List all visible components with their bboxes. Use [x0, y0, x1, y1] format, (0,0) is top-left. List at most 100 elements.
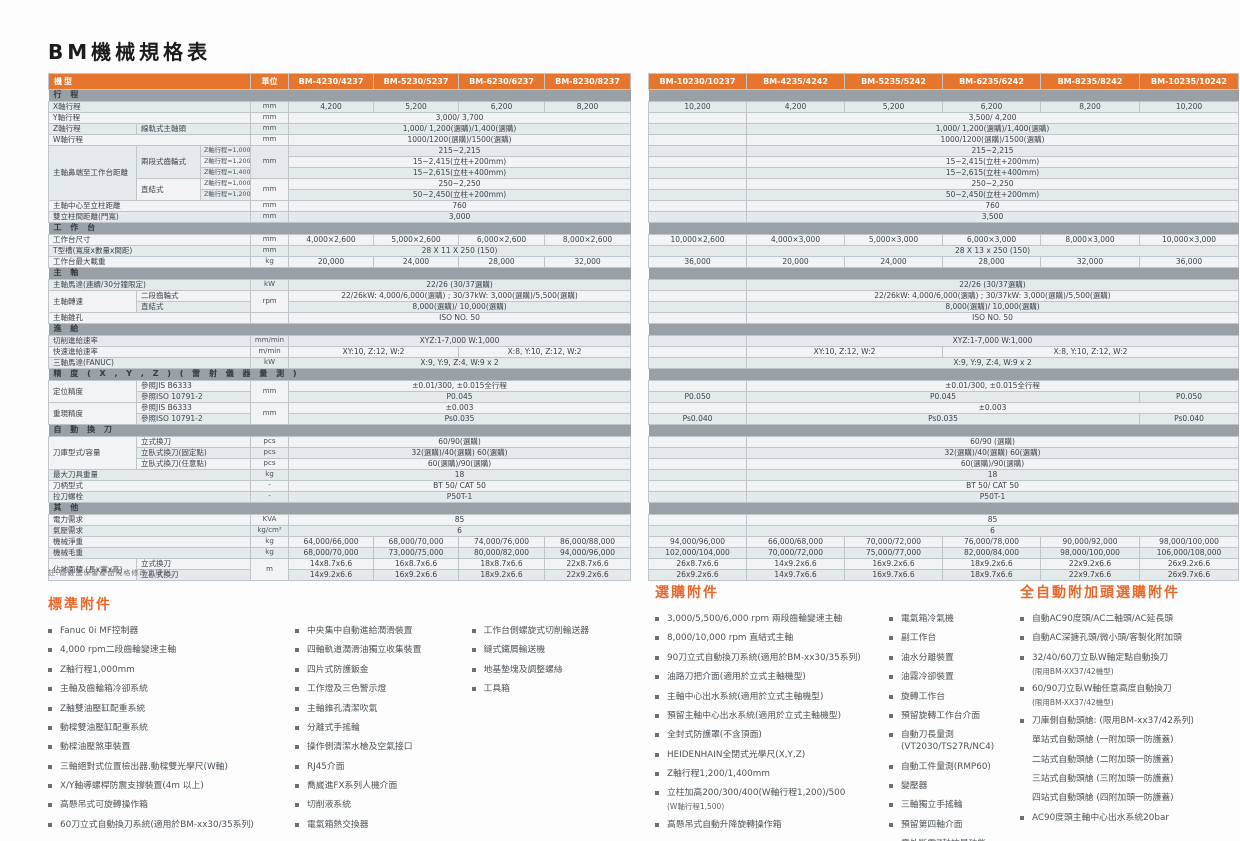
- spec-cell: X:9, Y:9, Z:4, W:9 x 2: [288, 357, 632, 369]
- spec-row: P0.050 P0.045 P0.050: [648, 391, 1239, 403]
- accessory-item-label: 切削液系統: [307, 800, 351, 811]
- spec-cell: 8,000×2,600: [544, 234, 632, 246]
- spec-cell: 60(選購)/90(選購): [288, 458, 632, 470]
- spec-row: 50~2,450(立柱+200mm): [648, 189, 1239, 201]
- spec-cell: [648, 491, 747, 503]
- spec-cell: kg: [250, 256, 290, 268]
- accessory-item: 自動刀長量測(VT2030/TS27R/NC4): [889, 730, 1017, 754]
- spec-cell: 3,000/ 3,700: [288, 112, 632, 124]
- accessory-item: 預留主軸中心出水系統(適用於立式主軸機型): [655, 711, 877, 723]
- spec-cell: 16x8.7x6.6: [373, 558, 460, 570]
- accessory-item-label: 鏈式鐵屑輸送機: [483, 645, 546, 656]
- section-label: [648, 323, 1239, 336]
- standard-accessories-columns: Fanuc 0i MF控制器 4,000 rpm二段齒輪變速主軸 Z軸行程1,000…: [48, 626, 636, 839]
- accessory-item-label: Z軸雙油壓缸配重系統: [60, 703, 146, 714]
- accessory-item: 四軸軌道潤滑油獨立收集裝置: [295, 645, 458, 657]
- spec-cell: 22/26kW: 4,000/6,000(選購) ; 30/37kW: 3,00…: [288, 290, 632, 302]
- spec-cell: 10,000×3,000: [1139, 234, 1239, 246]
- standard-accessories-col-1: Fanuc 0i MF控制器 4,000 rpm二段齒輪變速主軸 Z軸行程1,000…: [48, 626, 281, 839]
- spec-cell: mm: [250, 112, 290, 124]
- spec-row: 32(選購)/40(選購) 60(選購): [648, 447, 1239, 459]
- bullet-square-icon: [48, 803, 52, 808]
- spec-cell: 主軸錐孔: [47, 312, 252, 324]
- accessory-item: HEIDENHAIN全閉式光學尺(X,Y,Z): [655, 750, 877, 762]
- spec-row: 機械毛重 kg 68,000/70,000 73,000/75,000 80,000/8…: [47, 547, 632, 559]
- spec-cell: 94,000/96,000: [544, 547, 632, 559]
- bullet-square-icon: [655, 655, 659, 660]
- spec-row: T型槽(寬度x數量x間距) mm 28 X 11 X 250 (150): [47, 245, 632, 257]
- spec-row: 22/26 (30/37選購): [648, 279, 1239, 291]
- optional-accessories-columns: 3,000/5,500/6,000 rpm 兩段齒輪變速主軸 8,000/10,0…: [655, 614, 1017, 841]
- spec-cell: 85: [746, 514, 1239, 526]
- spec-cell: mm: [250, 178, 290, 201]
- spec-cell: 16x9.2x6.6: [373, 569, 460, 581]
- spec-row: XY:10, Z:12, W:2 X:8, Y:10, Z:12, W:2: [648, 346, 1239, 358]
- spec-cell: mm/min: [250, 335, 290, 347]
- bullet-square-icon: [655, 791, 659, 796]
- spec-cell: 最大刀具重量: [47, 469, 252, 481]
- accessory-item: 工作燈及三色警示燈: [295, 684, 458, 696]
- page-title: BM機械規格表: [48, 40, 212, 64]
- bullet-square-icon: [889, 713, 893, 718]
- accessory-item-label: 8,000/10,000 rpm 直結式主軸: [667, 633, 794, 644]
- spec-cell: [648, 123, 747, 135]
- spec-cell: 1,000/ 1,200(選購)/1,400(選購): [288, 123, 632, 135]
- spec-cell: P50T-1: [746, 491, 1239, 503]
- spec-cell: 快速進給速率: [47, 346, 252, 358]
- accessory-item: Fanuc 0i MF控制器: [48, 626, 281, 638]
- spec-cell: mm: [250, 234, 290, 246]
- spec-row: 主軸鼻端至工作台距離 兩段式齒輪式 Z軸行程=1,000 mm 215~2,215: [48, 145, 632, 201]
- model-header-cell: BM-5230/5237: [373, 73, 460, 90]
- spec-cell: ±0.003: [746, 402, 1239, 414]
- model-header-cell: BM-8235/8242: [1040, 73, 1140, 90]
- section-row: 精 度 ( X , Y , Z ) ( 雷 射 儀 器 量 測 ): [48, 368, 631, 381]
- spec-row: 佔地面積 (長x寬x高) 立式換刀 m 14x8.7x6.6 16x8.7x6.6 18x…: [48, 558, 632, 581]
- spec-cell: 22x9.2x6.6: [1040, 558, 1140, 570]
- spec-cell: [648, 335, 747, 347]
- spec-cell: 106,000/108,000: [1139, 547, 1239, 559]
- spec-cell: 32(選購)/40(選購) 60(選購): [746, 447, 1239, 459]
- accessory-item: 自動AC深搪孔頭/微小頭/客製化附加頭: [1020, 633, 1238, 645]
- spec-cell: 三軸馬達(FANUC): [47, 357, 252, 369]
- spec-cell: 75,000/77,000: [844, 547, 943, 559]
- spec-cell: [648, 156, 747, 168]
- spec-cell: 66,000/68,000: [746, 536, 845, 548]
- standard-accessories-title: 標準附件: [48, 597, 112, 613]
- spec-cell: 二段齒輪式: [135, 290, 252, 302]
- spec-cell: 85: [288, 514, 632, 526]
- bullet-square-icon: [1020, 636, 1024, 641]
- section-row: [648, 424, 1239, 437]
- accessory-item-label: 三軸獨立手搖輪: [901, 800, 963, 811]
- spec-cell: 定位精度: [48, 380, 137, 403]
- spec-cell: mm: [250, 380, 290, 403]
- accessory-item-label: 32/40/60刀立臥W軸定點自動換刀: [1032, 652, 1169, 663]
- bullet-square-icon: [889, 636, 893, 641]
- spec-cell: 切削進給速率: [47, 335, 252, 347]
- bullet-square-icon: [889, 694, 893, 699]
- spec-cell: [648, 301, 747, 313]
- accessory-item: 動樑雙油壓缸配重系統: [48, 723, 281, 735]
- accessory-item: 預留旋轉工作台介面: [889, 711, 1017, 723]
- spec-cell: [648, 112, 747, 124]
- section-label: 自 動 換 刀: [48, 424, 631, 437]
- section-row: 其 他: [48, 502, 631, 515]
- spec-row: ±0.003: [648, 402, 1239, 414]
- accessory-item-label: 電氣箱熱交換器: [307, 819, 369, 830]
- spec-cell: kW: [250, 357, 290, 369]
- spec-cell: 24,000: [373, 256, 460, 268]
- accessory-item: 工作台側螺旋式切削輸送器: [471, 626, 636, 638]
- spec-cell: 主軸轉速: [48, 290, 137, 313]
- spec-cell: 68,000/70,000: [373, 536, 460, 548]
- spec-row: 切削進給速率 mm/min XYZ:1-7,000 W:1,000: [47, 335, 632, 347]
- spec-row: 重現精度 參照JIS B6333 mm ±0.003: [48, 402, 632, 425]
- bullet-square-icon: [48, 648, 52, 653]
- spec-cell: 6: [746, 525, 1239, 537]
- spec-cell: 14x9.2x6.6: [288, 569, 375, 581]
- accessory-item: 三軸絕對式位置檢出器,動樑雙光學尺(W軸): [48, 762, 281, 774]
- model-header-cell: BM-10230/10237: [648, 73, 747, 90]
- spec-cell: Y軸行程: [47, 112, 252, 124]
- spec-cell: 22/26 (30/37選購): [746, 279, 1239, 291]
- spec-cell: 94,000/96,000: [648, 536, 747, 548]
- spec-cell: mm: [250, 134, 290, 146]
- accessory-item-note: (W軸行程1,500): [667, 802, 725, 812]
